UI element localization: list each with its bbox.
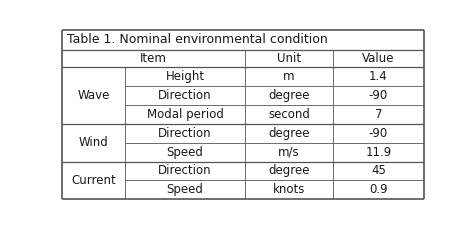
Text: Modal period: Modal period <box>146 108 224 121</box>
Text: Wave: Wave <box>78 89 110 102</box>
Text: 11.9: 11.9 <box>365 146 392 158</box>
Text: Wind: Wind <box>79 136 109 149</box>
Text: -90: -90 <box>369 127 388 140</box>
Text: 1.4: 1.4 <box>369 70 388 83</box>
Text: 0.9: 0.9 <box>369 183 388 196</box>
Text: degree: degree <box>268 89 310 102</box>
Text: m/s: m/s <box>278 146 300 158</box>
Text: Direction: Direction <box>158 165 212 178</box>
Text: 7: 7 <box>375 108 382 121</box>
Text: degree: degree <box>268 127 310 140</box>
Text: Value: Value <box>362 52 395 65</box>
Text: m: m <box>283 70 295 83</box>
Text: 45: 45 <box>371 165 386 178</box>
Text: degree: degree <box>268 165 310 178</box>
Text: Direction: Direction <box>158 127 212 140</box>
Text: knots: knots <box>273 183 305 196</box>
Text: Speed: Speed <box>167 146 203 158</box>
Text: Height: Height <box>165 70 205 83</box>
Text: Speed: Speed <box>167 183 203 196</box>
Text: Unit: Unit <box>277 52 301 65</box>
Text: Direction: Direction <box>158 89 212 102</box>
Text: Item: Item <box>140 52 167 65</box>
Text: Table 1. Nominal environmental condition: Table 1. Nominal environmental condition <box>66 33 328 46</box>
Text: -90: -90 <box>369 89 388 102</box>
Text: Current: Current <box>72 174 116 187</box>
Text: second: second <box>268 108 310 121</box>
